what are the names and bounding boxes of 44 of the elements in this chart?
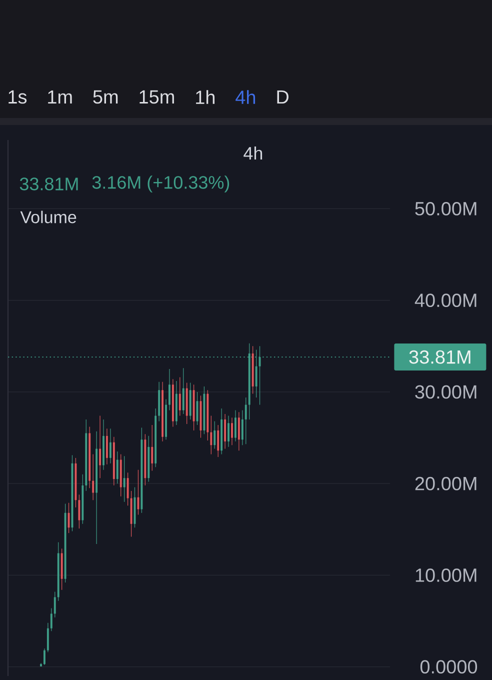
candlestick: [43, 648, 46, 666]
candlestick: [217, 424, 220, 458]
text: 5m: [93, 90, 118, 104]
y-tick-label: 10.00M: [416, 568, 476, 582]
y-tick-label: 30.00M: [415, 385, 476, 399]
candlestick: [214, 420, 216, 450]
y-tick-label: 50.00M: [415, 202, 476, 216]
text: 1h: [196, 90, 214, 104]
candlestick: [178, 377, 181, 416]
candlestick: [126, 472, 129, 506]
candlestick: [54, 591, 56, 618]
candlestick: [109, 428, 112, 464]
y-tick-label: 40.00M: [414, 294, 476, 308]
y-tick-label: 20.00M: [415, 476, 476, 490]
y-tick-label: 0.0000: [420, 660, 478, 674]
candlestick: [106, 428, 108, 465]
candlestick: [238, 412, 240, 451]
candlestick: [116, 451, 118, 484]
text: 15m: [140, 90, 174, 104]
candlestick: [228, 415, 230, 448]
candlestick: [182, 368, 184, 414]
candlestick: [50, 608, 52, 632]
annotation: Volume: [20, 210, 76, 224]
candlestick: [244, 397, 247, 444]
candlestick: [231, 417, 233, 446]
candlestick: [123, 456, 126, 502]
candlestick: [92, 454, 94, 500]
annotation: 3.16M (+10.33%): [92, 176, 230, 192]
candlestick: [168, 368, 170, 411]
candlestick: [210, 415, 212, 455]
text: 1s: [8, 90, 27, 104]
text: 1m: [48, 90, 72, 104]
text: D: [277, 90, 288, 104]
annotation: 33.81M: [20, 178, 78, 190]
ref-line-label: 33.81M: [409, 350, 470, 364]
candlestick: [241, 410, 244, 446]
candlestick: [46, 622, 49, 652]
candlestick: [78, 494, 80, 529]
candlestick: [151, 424, 154, 472]
candlestick: [234, 410, 236, 442]
text: 4h: [236, 90, 256, 104]
candlestick: [99, 415, 101, 478]
chart-subtitle: 4h: [244, 146, 262, 160]
candlestick: [224, 414, 226, 450]
